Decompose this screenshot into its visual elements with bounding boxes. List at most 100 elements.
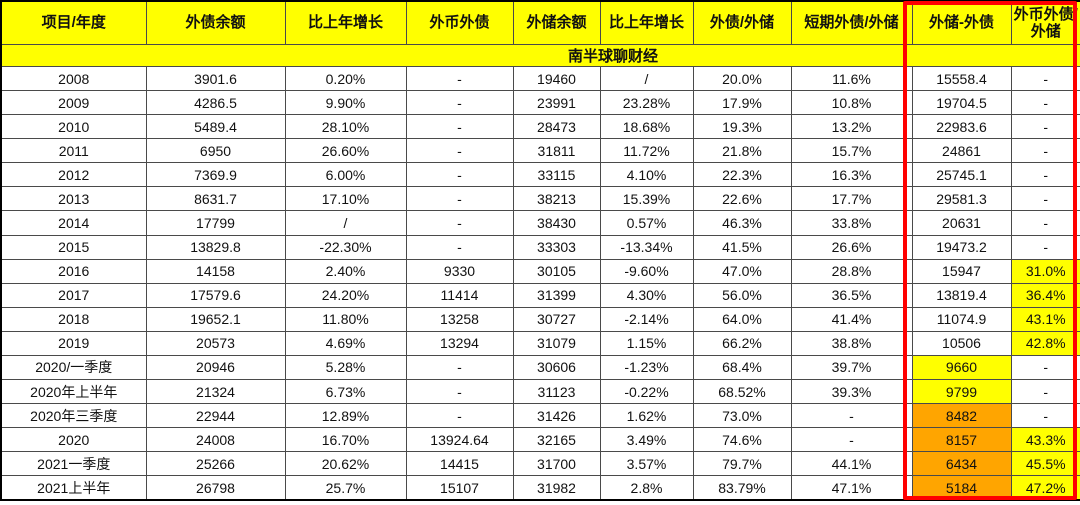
table-cell[interactable]: 20.62% (284, 451, 407, 477)
table-cell[interactable]: 22.3% (692, 162, 792, 188)
table-cell[interactable]: 6434 (911, 451, 1012, 477)
table-cell[interactable]: 36.4% (1010, 282, 1080, 308)
column-header-shortterm-over-reserve[interactable]: 短期外债/外储 (790, 0, 913, 45)
table-cell[interactable]: 25745.1 (911, 162, 1012, 188)
table-cell[interactable]: 10.8% (790, 90, 913, 116)
table-cell[interactable]: -2.14% (599, 306, 694, 332)
table-cell[interactable]: 30606 (512, 354, 601, 381)
table-cell[interactable]: 6950 (145, 138, 286, 164)
table-cell[interactable]: 31982 (512, 475, 601, 501)
table-cell[interactable]: 2.8% (599, 475, 694, 501)
table-cell[interactable]: - (790, 403, 913, 429)
table-cell[interactable]: 73.0% (692, 403, 792, 429)
table-cell[interactable]: 43.3% (1010, 427, 1080, 453)
table-cell[interactable]: 19652.1 (145, 306, 286, 332)
table-cell[interactable]: 19460 (512, 65, 601, 92)
table-cell[interactable]: 11.72% (599, 138, 694, 164)
table-cell[interactable]: 68.52% (692, 379, 792, 405)
table-cell[interactable]: 44.1% (790, 451, 913, 477)
table-cell[interactable]: 24861 (911, 138, 1012, 164)
table-cell[interactable]: - (405, 138, 514, 164)
table-cell[interactable]: 11.80% (284, 306, 407, 332)
table-cell[interactable]: / (599, 65, 694, 92)
row-label-cell[interactable]: 2019 (0, 330, 147, 356)
table-cell[interactable]: 32165 (512, 427, 601, 453)
table-cell[interactable]: - (790, 427, 913, 453)
table-cell[interactable]: -22.30% (284, 234, 407, 260)
table-cell[interactable]: 33.8% (790, 210, 913, 236)
table-cell[interactable]: 17579.6 (145, 282, 286, 308)
table-cell[interactable]: 2.40% (284, 258, 407, 284)
table-cell[interactable]: 7369.9 (145, 162, 286, 188)
table-cell[interactable]: 1.62% (599, 403, 694, 429)
table-cell[interactable]: 25266 (145, 451, 286, 477)
row-label-cell[interactable]: 2013 (0, 186, 147, 212)
column-header-reserve-growth[interactable]: 比上年增长 (599, 0, 694, 45)
table-cell[interactable]: 9330 (405, 258, 514, 284)
table-cell[interactable]: 74.6% (692, 427, 792, 453)
table-cell[interactable]: 42.8% (1010, 330, 1080, 356)
row-label-cell[interactable]: 2012 (0, 162, 147, 188)
table-cell[interactable]: 6.73% (284, 379, 407, 405)
table-cell[interactable]: 9660 (911, 354, 1012, 381)
table-cell[interactable]: -13.34% (599, 234, 694, 260)
table-cell[interactable]: 15.39% (599, 186, 694, 212)
table-cell[interactable]: 64.0% (692, 306, 792, 332)
table-cell[interactable]: 26.60% (284, 138, 407, 164)
table-cell[interactable]: 28.10% (284, 114, 407, 140)
table-cell[interactable]: 13294 (405, 330, 514, 356)
row-label-cell[interactable]: 2021上半年 (0, 475, 147, 501)
table-cell[interactable]: 1.15% (599, 330, 694, 356)
table-cell[interactable]: 17.10% (284, 186, 407, 212)
table-cell[interactable]: 31811 (512, 138, 601, 164)
table-cell[interactable]: 47.1% (790, 475, 913, 501)
table-cell[interactable]: 30727 (512, 306, 601, 332)
table-cell[interactable]: 24008 (145, 427, 286, 453)
table-cell[interactable]: 28.8% (790, 258, 913, 284)
row-label-cell[interactable]: 2020/一季度 (0, 354, 147, 381)
table-cell[interactable]: 41.5% (692, 234, 792, 260)
table-cell[interactable]: 10506 (911, 330, 1012, 356)
table-cell[interactable]: 17.9% (692, 90, 792, 116)
table-cell[interactable]: 21.8% (692, 138, 792, 164)
table-cell[interactable]: 23991 (512, 90, 601, 116)
table-cell[interactable]: 46.3% (692, 210, 792, 236)
table-cell[interactable]: 43.1% (1010, 306, 1080, 332)
table-cell[interactable]: - (1010, 403, 1080, 429)
table-cell[interactable]: / (284, 210, 407, 236)
table-cell[interactable]: 31079 (512, 330, 601, 356)
table-cell[interactable]: 26.6% (790, 234, 913, 260)
table-cell[interactable]: 79.7% (692, 451, 792, 477)
table-cell[interactable]: 30105 (512, 258, 601, 284)
row-label-cell[interactable]: 2017 (0, 282, 147, 308)
table-cell[interactable]: 38430 (512, 210, 601, 236)
table-cell[interactable]: 22983.6 (911, 114, 1012, 140)
table-cell[interactable]: 11074.9 (911, 306, 1012, 332)
table-cell[interactable]: 45.5% (1010, 451, 1080, 477)
column-header-debt-balance[interactable]: 外债余额 (145, 0, 286, 45)
table-cell[interactable]: 20631 (911, 210, 1012, 236)
table-cell[interactable]: 4.69% (284, 330, 407, 356)
table-cell[interactable]: 23.28% (599, 90, 694, 116)
table-cell[interactable]: 17.7% (790, 186, 913, 212)
table-cell[interactable]: 5489.4 (145, 114, 286, 140)
table-cell[interactable]: 15107 (405, 475, 514, 501)
row-label-cell[interactable]: 2020年三季度 (0, 403, 147, 429)
row-label-cell[interactable]: 2009 (0, 90, 147, 116)
row-label-cell[interactable]: 2010 (0, 114, 147, 140)
column-header-fcdebt-over-reserve[interactable]: 外币外债/外储 (1010, 0, 1080, 45)
table-cell[interactable]: 39.7% (790, 354, 913, 381)
table-cell[interactable]: 11.6% (790, 65, 913, 92)
table-cell[interactable]: - (1010, 65, 1080, 92)
table-cell[interactable]: 8631.7 (145, 186, 286, 212)
row-label-cell[interactable]: 2011 (0, 138, 147, 164)
table-cell[interactable]: 4.10% (599, 162, 694, 188)
table-cell[interactable]: - (1010, 210, 1080, 236)
table-cell[interactable]: 13.2% (790, 114, 913, 140)
table-cell[interactable]: 14158 (145, 258, 286, 284)
table-cell[interactable]: 31.0% (1010, 258, 1080, 284)
table-cell[interactable]: 3.49% (599, 427, 694, 453)
table-cell[interactable]: 13819.4 (911, 282, 1012, 308)
table-cell[interactable]: - (405, 186, 514, 212)
table-cell[interactable]: 20946 (145, 354, 286, 381)
